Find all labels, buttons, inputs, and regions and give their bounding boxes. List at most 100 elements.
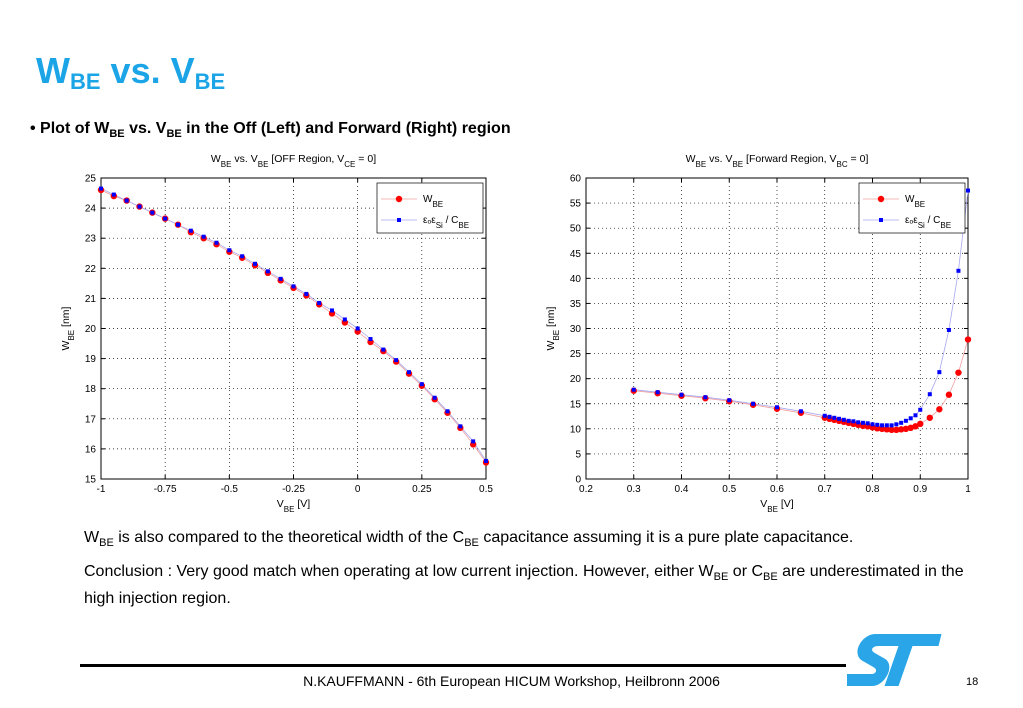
conclusion-paragraph: Conclusion : Very good match when operat…: [84, 563, 964, 608]
cbe-data-point: [111, 192, 116, 197]
y-tick-label: 55: [570, 199, 582, 210]
cbe-data-point: [330, 308, 334, 313]
page-number: 18: [966, 676, 979, 688]
st-logo-icon: [847, 634, 942, 686]
cbe-data-point: [851, 419, 856, 424]
cbe-data-point: [956, 268, 961, 273]
x-tick-label: 0.3: [627, 484, 641, 495]
cbe-data-point: [875, 422, 880, 427]
cbe-data-point: [163, 216, 168, 221]
cbe-data-point: [880, 423, 885, 428]
cbe-data-point: [176, 222, 180, 227]
y-tick-label: 30: [570, 324, 582, 335]
cbe-data-point: [631, 387, 636, 392]
chart-forward-region: 0.2 0.3 0.4 0.5 0.6 0.7 0.8 0.9 1051015202530354…: [545, 153, 972, 514]
cbe-data-point: [278, 276, 283, 281]
wbe-data-point: [897, 426, 905, 433]
cbe-data-point: [913, 413, 918, 418]
slide-title: WBE vs. VBE: [36, 50, 226, 94]
wbe-data-point: [936, 406, 943, 413]
cbe-data-point: [407, 370, 411, 375]
cbe-data-point: [908, 416, 913, 421]
y-tick-label: 60: [570, 174, 582, 185]
cbe-data-point: [419, 382, 424, 387]
cbe-data-point: [927, 392, 932, 397]
wbe-data-point: [955, 369, 962, 376]
cbe-data-point: [822, 413, 827, 418]
cbe-data-point: [445, 409, 450, 414]
x-tick-label: 0.6: [770, 484, 784, 495]
cbe-data-point: [355, 326, 360, 331]
y-tick-label: 22: [85, 264, 97, 275]
cbe-data-point: [99, 186, 103, 191]
y-tick-label: 21: [85, 294, 97, 305]
y-tick-label: 40: [570, 274, 582, 285]
x-tick-label: -0.75: [154, 484, 177, 495]
y-tick-label: 20: [570, 374, 582, 385]
comparison-paragraph: WBE is also compared to the theoretical …: [84, 529, 854, 550]
legend-box: [376, 182, 484, 234]
cbe-data-point: [899, 420, 904, 425]
cbe-data-point: [832, 415, 837, 420]
wbe-data-point: [917, 420, 924, 428]
cbe-data-point: [655, 390, 660, 395]
y-tick-label: 24: [85, 204, 97, 215]
cbe-data-point: [846, 418, 851, 423]
cbe-data-point: [894, 422, 899, 427]
y-tick-label: 19: [85, 354, 97, 365]
cbe-data-point: [903, 418, 908, 423]
cbe-data-point: [458, 424, 463, 429]
cbe-data-point: [150, 210, 155, 215]
wbe-data-point: [883, 426, 891, 433]
cbe-data-point: [124, 198, 129, 203]
x-tick-label: 1: [965, 484, 971, 495]
cbe-data-point: [966, 188, 970, 193]
wbe-data-point: [964, 336, 972, 343]
cbe-data-point: [946, 328, 951, 333]
legend-cbe-label: εₒεSi / CBE: [905, 215, 951, 230]
legend-wbe-marker: [877, 195, 885, 203]
cbe-series-line: [633, 190, 969, 426]
cbe-data-point: [381, 347, 386, 352]
y-tick-label: 17: [85, 414, 97, 425]
legend-wbe-label: WBE: [905, 194, 925, 209]
x-tick-label: 0.9: [913, 484, 927, 495]
cbe-data-point: [870, 422, 875, 427]
footer-text: N.KAUFFMANN - 6th European HICUM Worksho…: [303, 673, 720, 689]
x-tick-label: 0.2: [579, 484, 593, 495]
y-tick-label: 15: [570, 399, 582, 410]
wbe-data-point: [926, 414, 933, 421]
y-axis-label: WBE [nm]: [545, 306, 561, 350]
y-tick-label: 10: [570, 424, 582, 435]
cbe-data-point: [342, 317, 347, 322]
cbe-data-point: [884, 423, 889, 428]
cbe-data-point: [837, 416, 842, 421]
legend-cbe-marker: [879, 218, 883, 222]
footer-divider: [80, 664, 846, 667]
cbe-data-point: [240, 254, 245, 259]
cbe-data-point: [484, 458, 488, 463]
cbe-data-point: [201, 234, 206, 239]
x-tick-label: 0.4: [675, 484, 689, 495]
wbe-data-point: [893, 426, 900, 434]
y-tick-label: 45: [570, 249, 582, 260]
wbe-data-point: [912, 423, 919, 430]
cbe-data-point: [827, 414, 832, 419]
cbe-data-point: [918, 407, 923, 412]
x-tick-label: 0.8: [866, 484, 880, 495]
legend-wbe-label: WBE: [423, 194, 443, 209]
legend-cbe-label: εₒεSi / CBE: [423, 215, 469, 230]
legend-box: [858, 182, 966, 234]
cbe-data-point: [265, 269, 270, 274]
chart-title: WBE vs. VBE [OFF Region, VCE = 0]: [211, 153, 376, 169]
cbe-data-point: [679, 392, 684, 397]
x-tick-label: 0.5: [722, 484, 736, 495]
x-tick-label: 0.5: [479, 484, 493, 495]
chart-title: WBE vs. VBE [Forward Region, VBC = 0]: [686, 153, 869, 169]
cbe-data-point: [856, 420, 861, 425]
cbe-data-point: [841, 417, 846, 422]
cbe-data-point: [775, 405, 779, 410]
cbe-data-point: [432, 395, 437, 400]
cbe-data-point: [889, 423, 894, 428]
cbe-data-point: [137, 204, 142, 209]
